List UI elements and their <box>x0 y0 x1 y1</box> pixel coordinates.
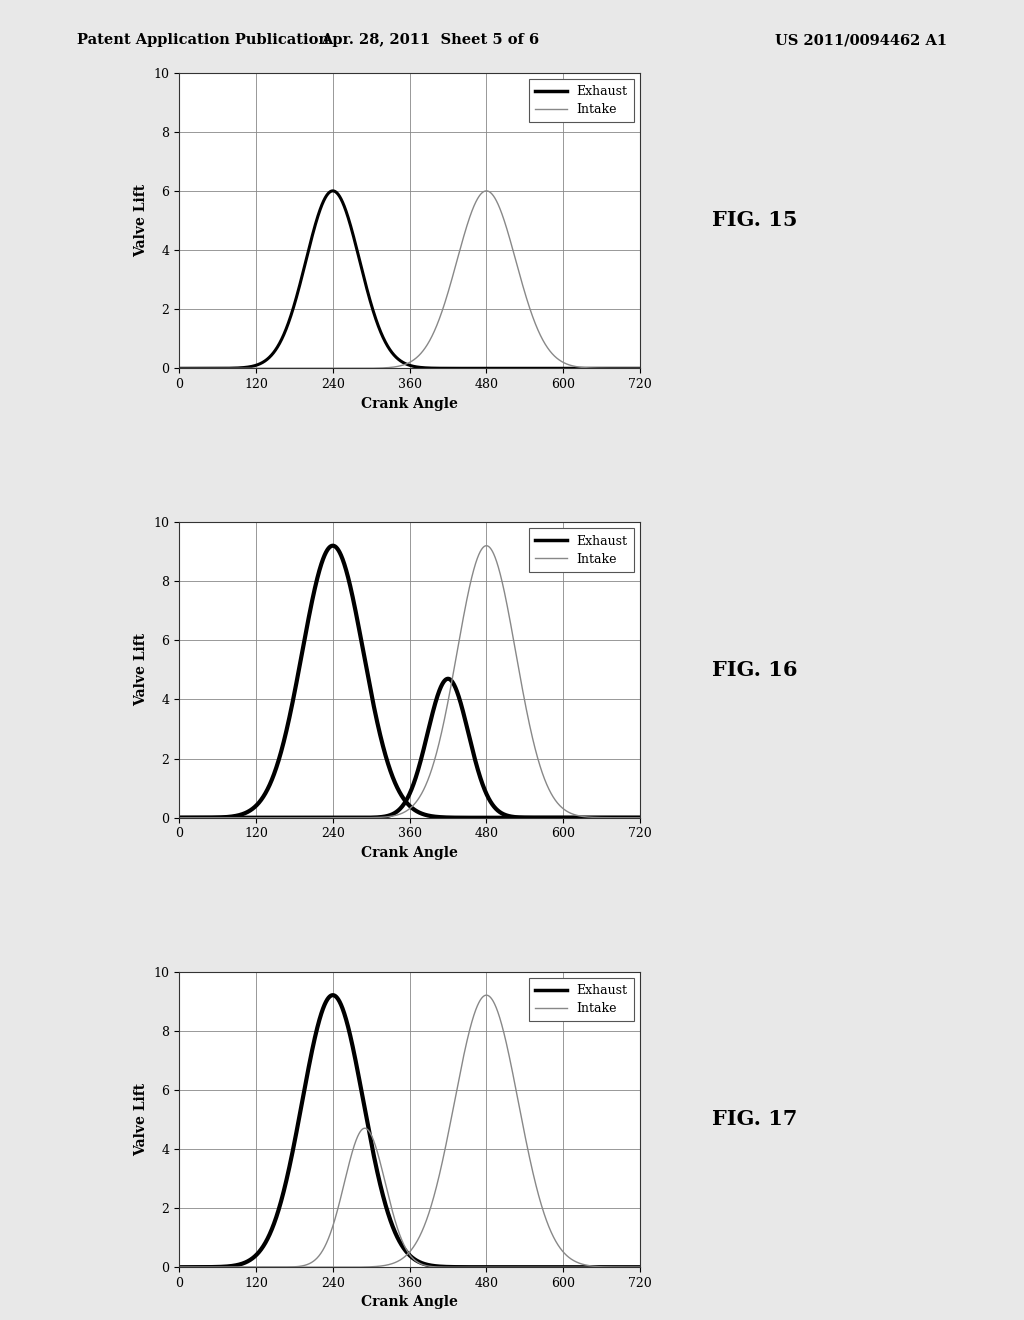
Y-axis label: Valve Lift: Valve Lift <box>134 183 147 257</box>
Text: FIG. 15: FIG. 15 <box>712 210 797 231</box>
Legend: Exhaust, Intake: Exhaust, Intake <box>529 79 634 123</box>
X-axis label: Crank Angle: Crank Angle <box>361 396 458 411</box>
Text: FIG. 17: FIG. 17 <box>712 1109 797 1130</box>
Y-axis label: Valve Lift: Valve Lift <box>134 634 147 706</box>
Text: US 2011/0094462 A1: US 2011/0094462 A1 <box>775 33 947 48</box>
X-axis label: Crank Angle: Crank Angle <box>361 846 458 861</box>
Text: Patent Application Publication: Patent Application Publication <box>77 33 329 48</box>
Text: FIG. 16: FIG. 16 <box>712 660 797 680</box>
Legend: Exhaust, Intake: Exhaust, Intake <box>529 528 634 572</box>
Legend: Exhaust, Intake: Exhaust, Intake <box>529 978 634 1022</box>
Y-axis label: Valve Lift: Valve Lift <box>134 1082 147 1156</box>
X-axis label: Crank Angle: Crank Angle <box>361 1295 458 1309</box>
Text: Apr. 28, 2011  Sheet 5 of 6: Apr. 28, 2011 Sheet 5 of 6 <box>321 33 540 48</box>
